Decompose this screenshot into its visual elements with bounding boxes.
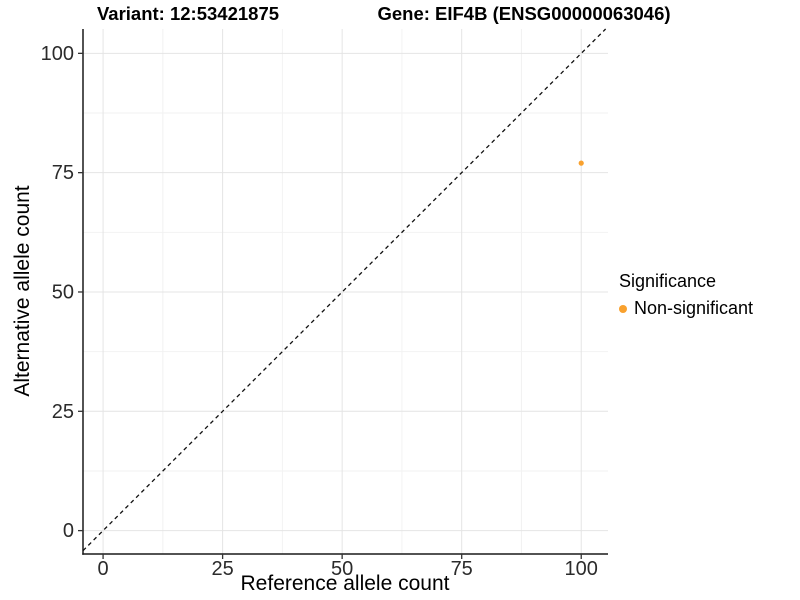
x-tick-label: 100 [565,558,598,580]
gene-title: Gene: EIF4B (ENSG00000063046) [377,3,671,24]
y-axis-title: Alternative allele count [11,185,34,397]
identity-reference-line [82,28,607,552]
y-tick-label: 100 [41,43,74,65]
x-tick-label: 50 [331,558,353,580]
legend: Significance Non-significant [619,271,797,319]
variant-title: Variant: 12:53421875 [96,3,280,24]
x-tick-label: 75 [451,558,473,580]
y-tick-label: 50 [52,281,74,303]
data-point [578,160,584,166]
y-tick-label: 0 [63,520,74,542]
legend-item-label: Non-significant [634,298,754,318]
y-tick-label: 75 [52,162,74,184]
orange-dot-icon [619,304,627,313]
x-tick-label: 25 [211,558,233,580]
x-axis-title: Reference allele count [240,572,450,595]
legend-item: Non-significant [619,298,797,319]
legend-title: Significance [619,271,717,291]
y-tick-label: 25 [52,401,74,423]
x-tick-label: 0 [98,558,109,580]
